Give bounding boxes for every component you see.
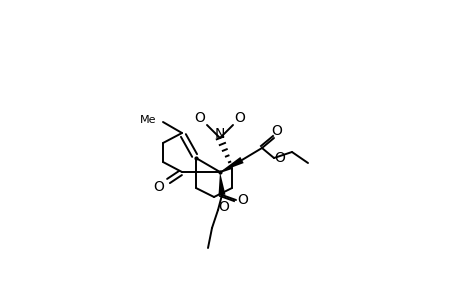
- Text: Me: Me: [139, 115, 156, 125]
- Text: O: O: [194, 111, 205, 125]
- Polygon shape: [219, 157, 243, 172]
- Text: O: O: [274, 151, 285, 165]
- Text: O: O: [237, 193, 248, 207]
- Polygon shape: [218, 172, 225, 195]
- Text: O: O: [234, 111, 245, 125]
- Text: O: O: [271, 124, 282, 138]
- Text: O: O: [153, 180, 164, 194]
- Text: N: N: [214, 127, 225, 141]
- Text: O: O: [218, 200, 229, 214]
